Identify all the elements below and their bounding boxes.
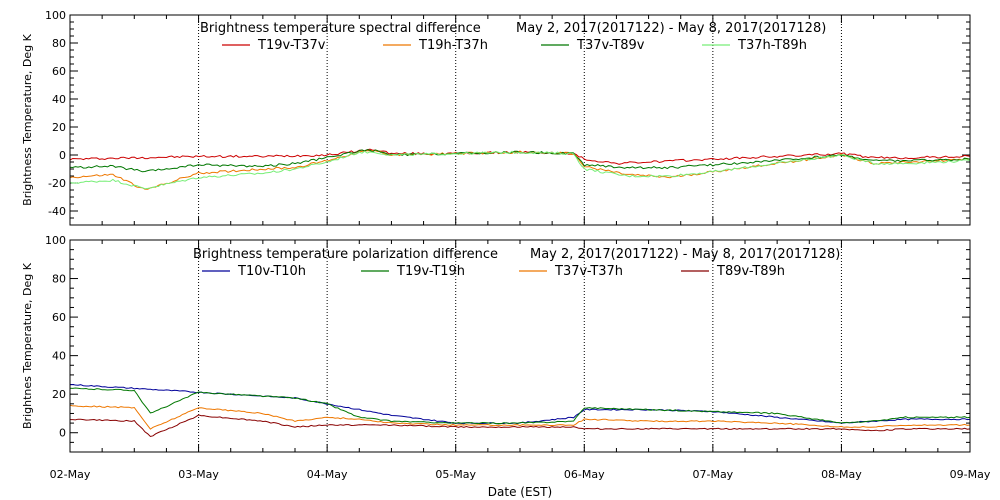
legend-label: T37v-T37h: [554, 264, 623, 279]
legend-label: T10v-T10h: [237, 264, 306, 279]
y-axis-label: Brightness Temperature, Deg K: [21, 33, 34, 205]
x-tick-label: 04-May: [307, 468, 348, 481]
series-line-t19h-t37h: [69, 150, 971, 190]
y-tick-label: 20: [52, 121, 66, 134]
chart-title: Brightness temperature spectral differen…: [200, 21, 481, 36]
y-tick-label: 80: [52, 37, 66, 50]
x-tick-label: 07-May: [692, 468, 733, 481]
y-tick-label: 100: [45, 234, 66, 247]
legend-label: T19h-T37h: [418, 38, 488, 53]
y-tick-label: 60: [52, 65, 66, 78]
series-line-t19v-t19h: [69, 387, 971, 425]
series-line-t37h-t89h: [69, 150, 971, 190]
y-tick-label: 20: [52, 388, 66, 401]
series-line-t89v-t89h: [70, 414, 971, 438]
legend-label: T37h-T89h: [737, 38, 807, 53]
y-tick-label: 0: [59, 149, 66, 162]
spectral-difference-panel: -40 -20 0 20 40 60 80 100 Brightness Temperature…: [21, 9, 971, 226]
x-tick-label: 09-May: [950, 468, 991, 481]
y-tick-label: -20: [48, 177, 66, 190]
y-tick-label: 40: [52, 93, 66, 106]
chart-date-range: May 2, 2017(2017122) - May 8, 2017(20171…: [530, 247, 840, 262]
y-tick-label: 60: [52, 311, 66, 324]
plot-frame: [69, 239, 971, 453]
series-line-t37v-t37h: [69, 404, 971, 430]
x-tick-label: 05-May: [435, 468, 476, 481]
legend-label: T19v-T19h: [396, 264, 465, 279]
chart-title: Brightness temperature polarization diff…: [193, 247, 498, 262]
chart-date-range: May 2, 2017(2017122) - May 8, 2017(20171…: [516, 21, 826, 36]
x-tick-label: 08-May: [821, 468, 862, 481]
legend-label: T19v-T37v: [257, 38, 326, 53]
x-tick-label: 06-May: [564, 468, 605, 481]
x-tick-label: 02-May: [50, 468, 91, 481]
plot-frame: [69, 14, 971, 226]
y-tick-label: 100: [45, 9, 66, 22]
x-axis-label: Date (EST): [488, 485, 552, 499]
y-tick-label: 80: [52, 273, 66, 286]
y-axis-label: Brightnes Temperature, Deg K: [21, 262, 34, 429]
y-tick-label: 0: [59, 427, 66, 440]
x-tick-label: 03-May: [178, 468, 219, 481]
y-tick-label: 40: [52, 350, 66, 363]
legend-label: T89v-T89h: [716, 264, 785, 279]
polarization-difference-panel: 0 20 40 60 80 100 02-May 03-May 04-May 05-May 06-M…: [21, 234, 991, 481]
legend-label: T37v-T89v: [576, 38, 645, 53]
y-tick-label: -40: [48, 205, 66, 218]
